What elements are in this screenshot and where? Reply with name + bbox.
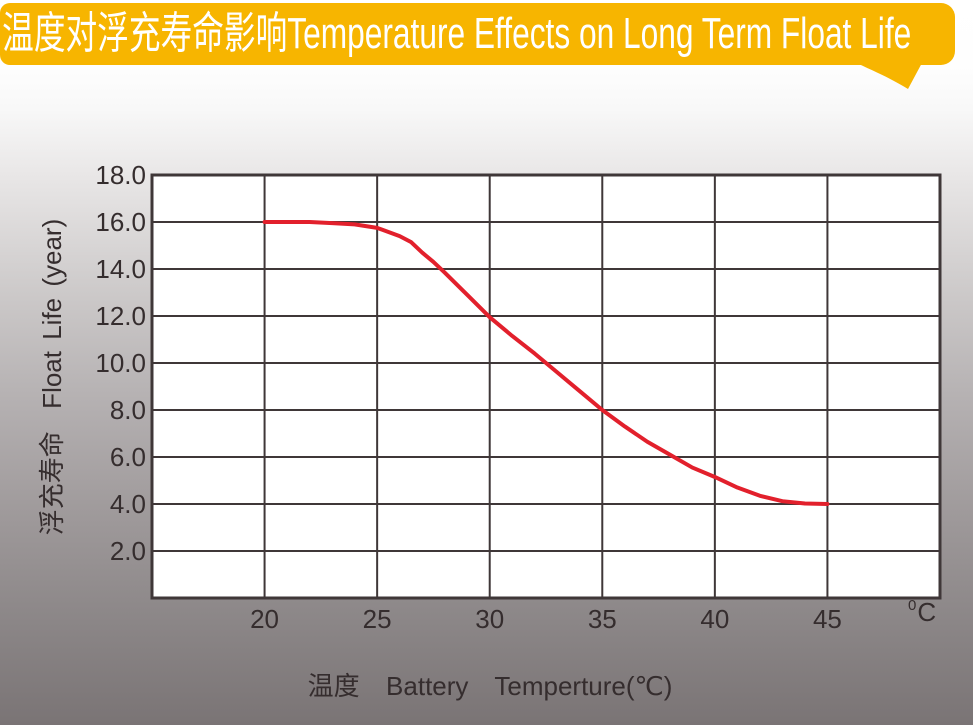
y-tick-label: 16.0 — [95, 207, 146, 237]
y-tick-label: 8.0 — [109, 395, 146, 425]
degree-superscript: 0 — [908, 597, 918, 614]
x-tick-label: 25 — [362, 604, 392, 634]
title-banner: 温度对浮充寿命影响Temperature Effects on Long Ter… — [0, 3, 955, 65]
banner-tail-icon — [852, 61, 923, 89]
x-tick-label: 35 — [587, 604, 617, 634]
plot-background — [152, 175, 940, 598]
y-tick-label: 10.0 — [95, 348, 146, 378]
x-tick-label: 30 — [475, 604, 505, 634]
float-life-curve — [262, 220, 830, 506]
y-tick-label: 4.0 — [109, 489, 146, 519]
y-tick-label: 12.0 — [95, 301, 146, 331]
y-tick-label: 2.0 — [109, 536, 146, 566]
x-tick-label: 45 — [812, 604, 842, 634]
y-tick-label: 14.0 — [95, 254, 146, 284]
plot-frame — [150, 173, 942, 600]
x-tick-label: 20 — [250, 604, 280, 634]
celsius-letter: C — [917, 597, 937, 627]
x-tick-label: 40 — [700, 604, 730, 634]
y-tick-label: 6.0 — [109, 442, 146, 472]
y-tick-label: 18.0 — [95, 160, 146, 190]
plot-area — [150, 173, 942, 600]
banner-title: 温度对浮充寿命影响Temperature Effects on Long Ter… — [2, 9, 912, 58]
x-axis-unit: 0C — [908, 597, 936, 628]
x-axis-title: 温度 Battery Temperture(℃) — [307, 671, 673, 701]
